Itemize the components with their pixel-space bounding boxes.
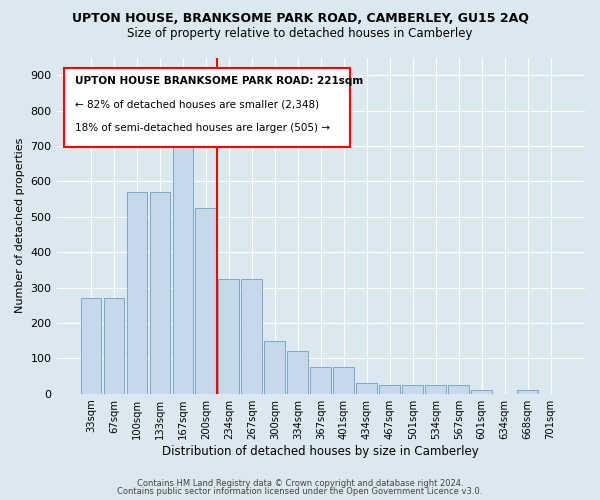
Bar xyxy=(104,298,124,394)
Y-axis label: Number of detached properties: Number of detached properties xyxy=(15,138,25,314)
Text: 18% of semi-detached houses are larger (505) →: 18% of semi-detached houses are larger (… xyxy=(75,123,330,133)
Bar xyxy=(173,136,193,394)
Bar xyxy=(241,278,262,394)
Bar xyxy=(149,192,170,394)
Bar xyxy=(517,390,538,394)
Text: UPTON HOUSE, BRANKSOME PARK ROAD, CAMBERLEY, GU15 2AQ: UPTON HOUSE, BRANKSOME PARK ROAD, CAMBER… xyxy=(71,12,529,26)
Bar xyxy=(310,367,331,394)
Text: UPTON HOUSE BRANKSOME PARK ROAD: 221sqm: UPTON HOUSE BRANKSOME PARK ROAD: 221sqm xyxy=(75,76,363,86)
X-axis label: Distribution of detached houses by size in Camberley: Distribution of detached houses by size … xyxy=(163,444,479,458)
Bar xyxy=(334,367,354,394)
Bar xyxy=(287,351,308,394)
FancyBboxPatch shape xyxy=(64,68,350,146)
Bar xyxy=(80,298,101,394)
Bar xyxy=(127,192,147,394)
Text: ← 82% of detached houses are smaller (2,348): ← 82% of detached houses are smaller (2,… xyxy=(75,100,319,110)
Text: Size of property relative to detached houses in Camberley: Size of property relative to detached ho… xyxy=(127,28,473,40)
Bar xyxy=(379,385,400,394)
Bar xyxy=(265,340,285,394)
Text: Contains HM Land Registry data © Crown copyright and database right 2024.: Contains HM Land Registry data © Crown c… xyxy=(137,478,463,488)
Bar xyxy=(218,278,239,394)
Bar xyxy=(448,385,469,394)
Bar xyxy=(403,385,423,394)
Bar xyxy=(472,390,492,394)
Bar xyxy=(196,208,216,394)
Text: Contains public sector information licensed under the Open Government Licence v3: Contains public sector information licen… xyxy=(118,487,482,496)
Bar xyxy=(356,383,377,394)
Bar xyxy=(425,385,446,394)
